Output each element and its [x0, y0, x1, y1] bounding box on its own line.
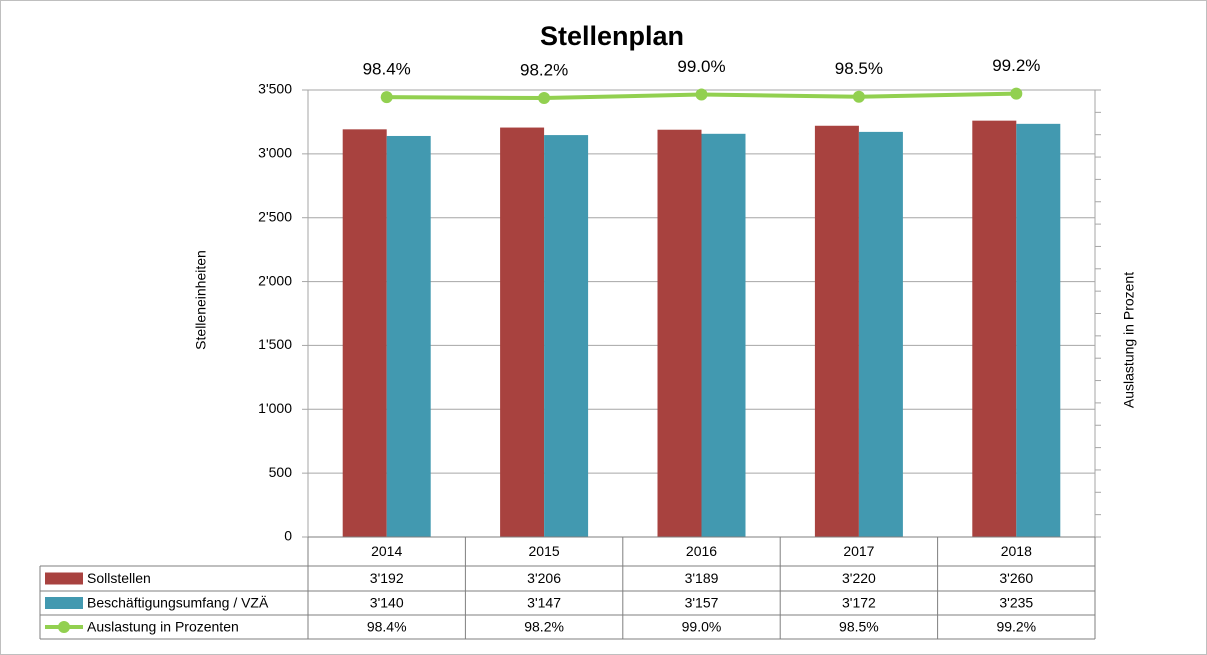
line-marker	[380, 91, 393, 104]
table-value: 3'172	[842, 595, 876, 611]
line-marker	[1010, 87, 1023, 100]
legend-label: Sollstellen	[87, 570, 151, 586]
x-tick-label: 2018	[1001, 543, 1032, 559]
legend-label: Auslastung in Prozenten	[87, 619, 239, 635]
data-label: 99.2%	[992, 56, 1040, 75]
bar	[544, 135, 589, 538]
table-value: 98.5%	[839, 619, 879, 635]
table-value: 3'189	[685, 570, 719, 586]
line-marker	[695, 88, 708, 101]
table-value: 99.0%	[682, 619, 722, 635]
data-label: 98.2%	[520, 61, 568, 80]
x-tick-label: 2016	[686, 543, 717, 559]
line-marker	[852, 90, 865, 103]
y-tick-label: 0	[284, 528, 292, 544]
data-label: 98.4%	[363, 60, 411, 79]
bar	[858, 131, 903, 537]
table-value: 3'192	[370, 570, 404, 586]
x-tick-label: 2015	[529, 543, 560, 559]
chart-title: Stellenplan	[540, 21, 684, 51]
legend-key	[58, 621, 70, 633]
table-value: 3'206	[527, 570, 561, 586]
table-value: 3'147	[527, 595, 561, 611]
y-tick-label: 500	[269, 464, 293, 480]
data-label: 99.0%	[677, 57, 725, 76]
bar	[814, 125, 859, 537]
x-tick-label: 2014	[371, 543, 402, 559]
line-marker	[538, 92, 551, 105]
bar	[342, 129, 387, 537]
legend-label: Beschäftigungsumfang / VZÄ	[87, 595, 269, 611]
y-tick-label: 2'500	[258, 208, 292, 224]
table-value: 3'140	[370, 595, 404, 611]
bar	[500, 127, 545, 537]
data-label: 98.5%	[835, 59, 883, 78]
table-value: 3'235	[999, 595, 1033, 611]
bar	[1016, 123, 1061, 537]
y-tick-label: 1'000	[258, 400, 292, 416]
y-tick-label: 3'500	[258, 81, 292, 97]
y2-axis-label: Auslastung in Prozent	[1121, 272, 1137, 408]
y-tick-label: 3'000	[258, 145, 292, 161]
legend-key	[45, 597, 83, 609]
table-value: 98.2%	[524, 619, 564, 635]
y-axis-label: Stelleneinheiten	[193, 250, 209, 350]
bar	[972, 120, 1017, 537]
x-tick-label: 2017	[843, 543, 874, 559]
bar	[701, 133, 746, 537]
table-value: 3'157	[685, 595, 719, 611]
y-tick-label: 2'000	[258, 272, 292, 288]
legend-key	[45, 572, 83, 585]
bar	[657, 129, 702, 537]
table-value: 3'260	[999, 570, 1033, 586]
y-tick-label: 1'500	[258, 336, 292, 352]
bar	[386, 135, 431, 537]
table-value: 3'220	[842, 570, 876, 586]
table-value: 99.2%	[996, 619, 1036, 635]
table-value: 98.4%	[367, 619, 407, 635]
